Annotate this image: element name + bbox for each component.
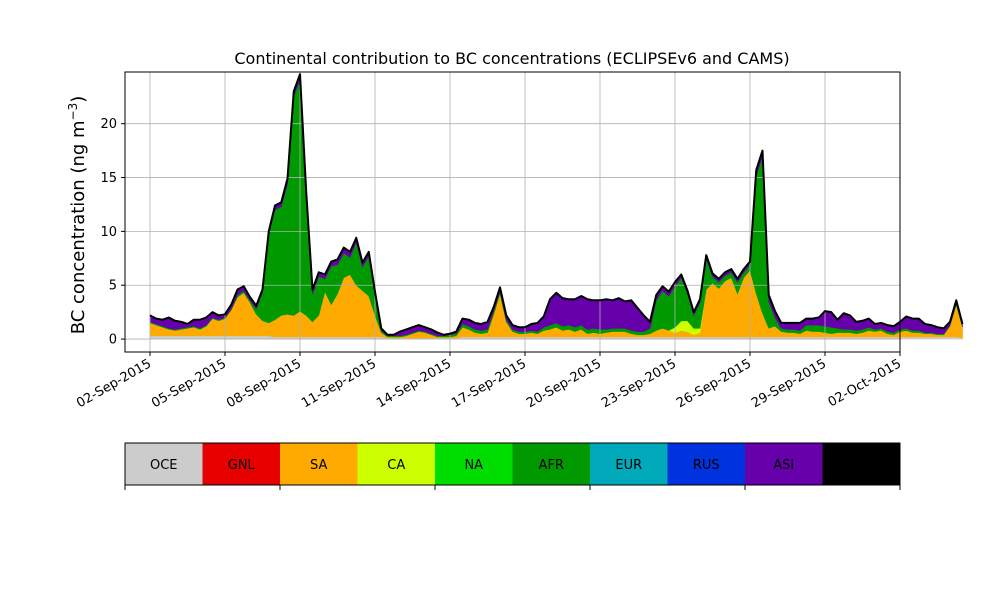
legend-label-na: NA <box>464 458 483 473</box>
legend-swatch-eur <box>590 443 668 485</box>
x-tick-label: 02-Sep-2015 <box>74 356 154 411</box>
y-axis-label-exponent: −3 <box>66 103 80 121</box>
x-tick-label: 20-Sep-2015 <box>524 356 604 411</box>
plot-area: 0 5 10 15 20 02-Sep-201505-Sep-201508-Sep-20… <box>74 71 964 411</box>
y-axis-label: BC concentration (ng m−3) <box>66 96 89 335</box>
legend-frame <box>124 442 901 486</box>
y-axis-label-close: ) <box>68 96 89 103</box>
total-concentration-line <box>149 73 964 336</box>
continent-legend: OCE GNL SA CA NA AFR EUR RUS ASI AUS <box>124 442 901 490</box>
x-tick-label: 17-Sep-2015 <box>449 356 529 411</box>
legend-swatch-na <box>435 443 513 485</box>
legend-label-ca: CA <box>387 458 405 473</box>
x-axis-ticks: 02-Sep-201505-Sep-201508-Sep-201511-Sep-… <box>74 352 904 411</box>
x-tick-label: 29-Sep-2015 <box>749 356 829 411</box>
legend-swatch-afr <box>512 443 591 485</box>
legend-label-oce: OCE <box>150 458 178 473</box>
x-tick-label: 05-Sep-2015 <box>149 356 229 411</box>
x-tick-label: 26-Sep-2015 <box>674 356 754 411</box>
y-tick-label: 15 <box>100 171 117 186</box>
legend-swatch-ca <box>357 443 436 485</box>
legend-swatch-gnl <box>202 443 281 485</box>
x-tick-label: 11-Sep-2015 <box>299 356 379 411</box>
total-line <box>149 73 964 336</box>
y-tick-label: 5 <box>109 279 117 294</box>
stacked-area-series <box>149 74 963 340</box>
legend-swatch-asi <box>745 443 823 485</box>
legend-swatch-oce <box>125 443 203 485</box>
chart-title: Continental contribution to BC concentra… <box>234 49 789 68</box>
x-tick-label: 08-Sep-2015 <box>224 356 304 411</box>
legend-label-asi: ASI <box>773 458 794 473</box>
y-tick-label: 20 <box>100 117 117 132</box>
x-tick-label: 14-Sep-2015 <box>374 356 454 411</box>
y-axis-label-main: BC concentration (ng m <box>68 120 89 334</box>
legend-label-sa: SA <box>310 458 327 473</box>
legend-swatch-aus <box>822 443 901 485</box>
legend-swatch-rus <box>667 443 746 485</box>
y-axis-ticks: 0 5 10 15 20 <box>100 117 125 348</box>
y-tick-label: 10 <box>100 225 117 240</box>
legend-label-aus: AUS <box>848 458 875 473</box>
legend-swatch-sa <box>280 443 358 485</box>
legend-label-eur: EUR <box>615 458 642 473</box>
plot-frame <box>124 71 901 353</box>
legend-label-rus: RUS <box>693 458 720 473</box>
legend-label-afr: AFR <box>539 458 564 473</box>
x-tick-label: 23-Sep-2015 <box>599 356 679 411</box>
x-tick-label: 02-Oct-2015 <box>826 356 904 410</box>
y-tick-label: 0 <box>109 333 117 348</box>
legend-label-gnl: GNL <box>228 458 256 473</box>
